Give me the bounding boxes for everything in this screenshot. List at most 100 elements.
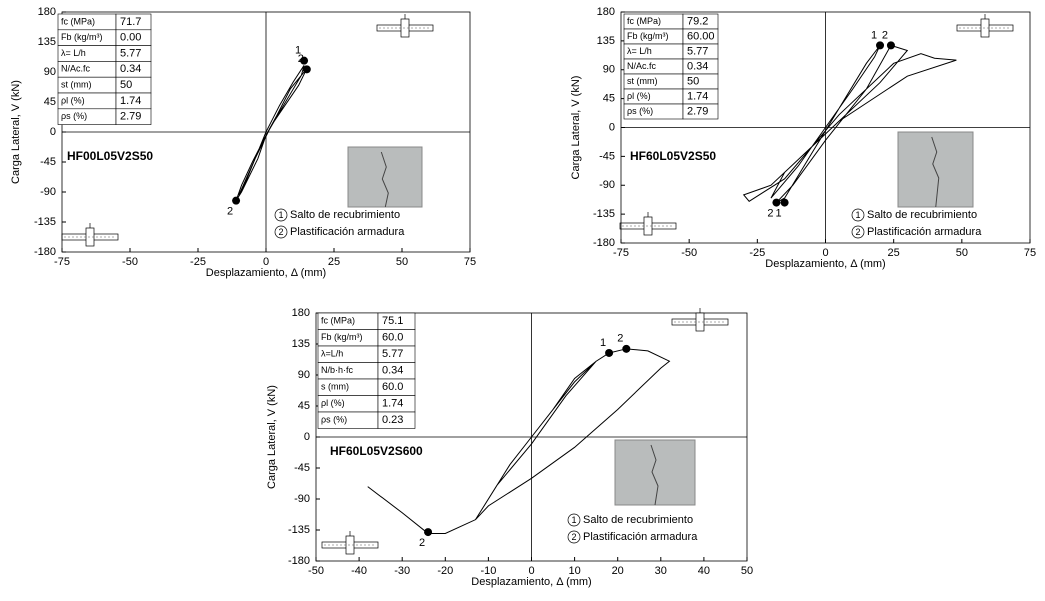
x-tick-label: -75 <box>613 247 629 259</box>
x-tick-label: 0 <box>263 256 269 268</box>
x-tick-label: 50 <box>956 247 968 259</box>
note-circle <box>851 225 865 239</box>
specimen-icon <box>321 531 379 555</box>
x-tick-label: -75 <box>54 256 70 268</box>
parameter-value: 5.77 <box>687 45 708 57</box>
y-tick-label: 135 <box>38 36 56 48</box>
photo-crack <box>650 444 659 506</box>
parameter-value: 2.79 <box>120 111 141 123</box>
y-tick-label: -180 <box>34 246 56 258</box>
y-tick-label: -45 <box>599 150 615 162</box>
y-tick-label: -180 <box>593 237 615 249</box>
parameter-value: 60.0 <box>382 381 403 393</box>
y-tick-label: 0 <box>609 121 615 133</box>
hysteresis-curve <box>367 348 671 534</box>
y-tick-label: 180 <box>597 6 615 18</box>
y-tick-label: -180 <box>288 555 310 567</box>
parameter-name: λ=L/h <box>321 349 343 359</box>
note-text: Plastificación armadura <box>867 226 982 238</box>
parameter-value: 0.00 <box>120 32 141 44</box>
event-marker-label: 2 <box>882 29 888 41</box>
x-tick-label: -50 <box>122 256 138 268</box>
event-marker-label: 2 <box>419 537 425 549</box>
note-marker: 2 <box>278 227 283 237</box>
y-tick-label: 45 <box>44 96 56 108</box>
specimen-icon <box>619 212 677 236</box>
hysteresis-curve <box>742 44 957 204</box>
note-text: Salto de recubrimiento <box>583 514 693 526</box>
specimen-label: HF60L05V2S50 <box>630 149 716 163</box>
y-axis-label: Carga Lateral, V (kN) <box>10 80 22 184</box>
parameter-name: λ= L/h <box>61 48 86 58</box>
x-tick-label: -50 <box>308 565 324 577</box>
y-tick-label: 45 <box>603 93 615 105</box>
y-tick-label: 45 <box>298 400 310 412</box>
x-tick-label: -30 <box>394 565 410 577</box>
x-tick-label: -20 <box>437 565 453 577</box>
event-marker <box>886 41 895 50</box>
note-marker: 2 <box>855 227 860 237</box>
note-circle <box>567 530 581 544</box>
event-marker <box>772 198 781 207</box>
y-tick-label: 90 <box>298 369 310 381</box>
y-tick-label: -90 <box>599 179 615 191</box>
parameter-value: 2.79 <box>687 105 708 117</box>
note-marker: 1 <box>278 210 283 220</box>
note-marker: 2 <box>571 532 576 542</box>
parameter-name: ρl (%) <box>61 95 85 105</box>
parameter-name: ρl (%) <box>321 398 345 408</box>
table-cell <box>682 103 719 120</box>
parameter-name: Fb (kg/m³) <box>321 332 363 342</box>
specimen-label: HF00L05V2S50 <box>67 149 153 163</box>
specimen-label: HF60L05V2S600 <box>330 444 423 458</box>
event-marker <box>300 56 309 65</box>
x-axis-label: Desplazamiento, Δ (mm) <box>206 267 326 279</box>
y-tick-label: 180 <box>292 307 310 319</box>
x-tick-label: -40 <box>351 565 367 577</box>
parameter-name: N/b·h·fc <box>321 365 354 375</box>
y-axis-label: Carga Lateral, V (kN) <box>266 385 278 489</box>
parameter-value: 79.2 <box>687 15 708 27</box>
x-tick-label: 25 <box>328 256 340 268</box>
x-tick-label: 25 <box>888 247 900 259</box>
x-tick-label: 50 <box>396 256 408 268</box>
hysteresis-curve <box>235 65 308 201</box>
note-circle <box>274 208 288 222</box>
event-marker-label: 2 <box>767 207 773 219</box>
parameter-name: st (mm) <box>627 76 658 86</box>
parameter-value: 1.74 <box>120 95 141 107</box>
parameter-value: 75.1 <box>382 315 403 327</box>
parameter-value: 60.00 <box>687 30 715 42</box>
x-tick-label: 40 <box>698 565 710 577</box>
note-circle <box>567 513 581 527</box>
parameter-name: ρl (%) <box>627 91 651 101</box>
photo <box>347 146 423 208</box>
y-tick-label: -90 <box>40 186 56 198</box>
y-tick-label: 90 <box>603 64 615 76</box>
y-tick-label: 90 <box>44 66 56 78</box>
y-tick-label: 0 <box>50 126 56 138</box>
table-cell <box>377 411 416 429</box>
x-tick-label: -25 <box>749 247 765 259</box>
x-tick-label: 50 <box>741 565 753 577</box>
parameter-name: N/Ac.fc <box>627 61 657 71</box>
parameter-name: ρs (%) <box>627 106 653 116</box>
parameter-value: 0.34 <box>382 365 403 377</box>
x-tick-label: -50 <box>681 247 697 259</box>
event-marker <box>605 348 614 357</box>
parameter-name: λ= L/h <box>627 46 652 56</box>
y-tick-label: -45 <box>294 462 310 474</box>
parameter-value: 1.74 <box>382 398 403 410</box>
event-marker <box>302 65 311 74</box>
x-tick-label: 30 <box>655 565 667 577</box>
event-marker <box>622 344 631 353</box>
x-axis-label: Desplazamiento, Δ (mm) <box>471 576 591 588</box>
parameter-value: 5.77 <box>120 47 141 59</box>
x-tick-label: -10 <box>480 565 496 577</box>
y-axis-label: Carga Lateral, V (kN) <box>570 76 582 180</box>
note-text: Salto de recubrimiento <box>290 209 400 221</box>
event-marker-label: 1 <box>776 207 782 219</box>
parameter-name: fc (MPa) <box>627 16 661 26</box>
parameter-value: 50 <box>120 79 132 91</box>
